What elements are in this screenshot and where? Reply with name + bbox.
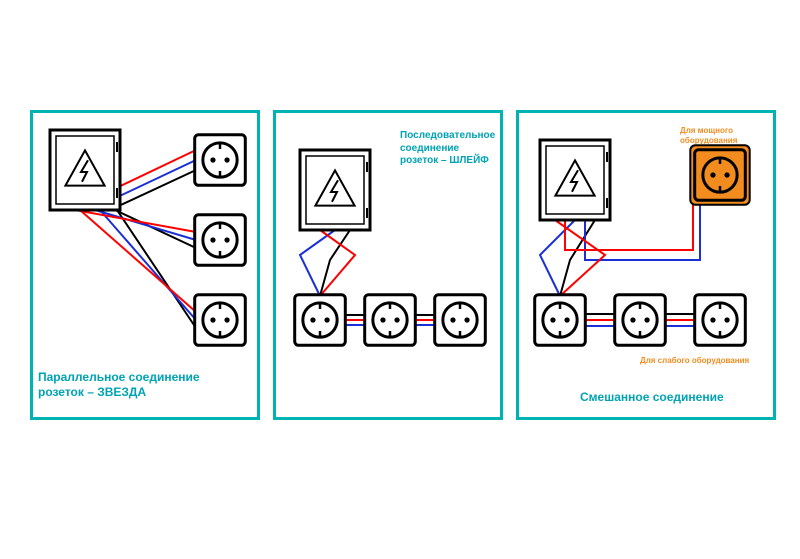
caption-mixed: Смешанное соединение (580, 390, 760, 405)
caption-star: Параллельное соединение розеток – ЗВЕЗДА (38, 370, 248, 400)
caption-daisy: Последовательное соединение розеток – ШЛ… (400, 130, 500, 168)
caption-light-equipment: Для слабого оборудования (640, 356, 770, 366)
caption-heavy-equipment: Для мощного оборудования (680, 126, 770, 146)
wiring-svg (0, 0, 800, 559)
diagram-root: Параллельное соединение розеток – ЗВЕЗДА… (0, 0, 800, 559)
